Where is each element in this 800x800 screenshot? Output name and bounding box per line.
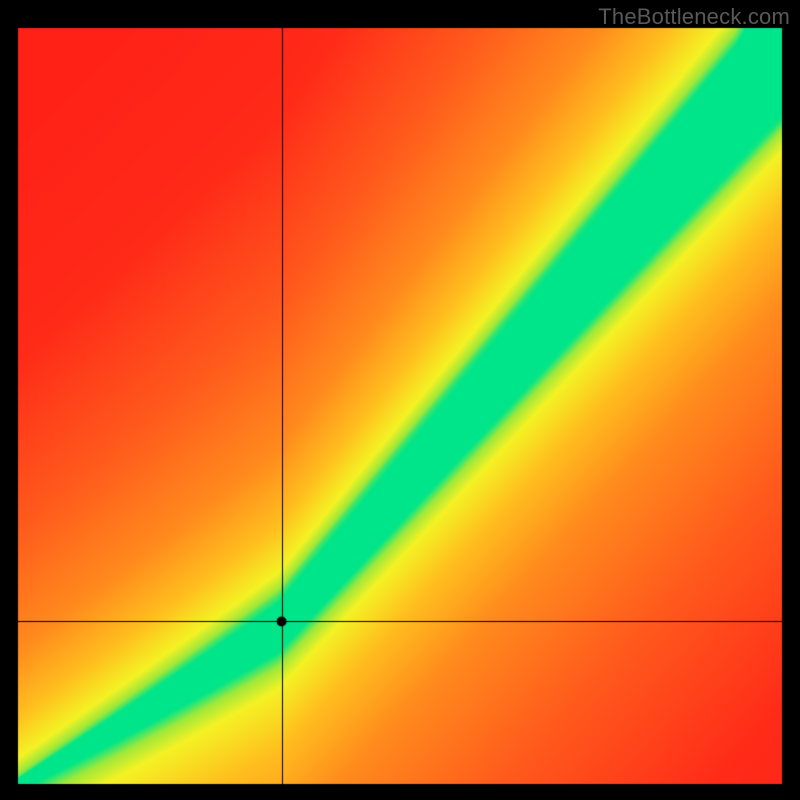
watermark-text: TheBottleneck.com <box>598 4 790 30</box>
heatmap-canvas <box>0 0 800 800</box>
bottleneck-heatmap: TheBottleneck.com <box>0 0 800 800</box>
